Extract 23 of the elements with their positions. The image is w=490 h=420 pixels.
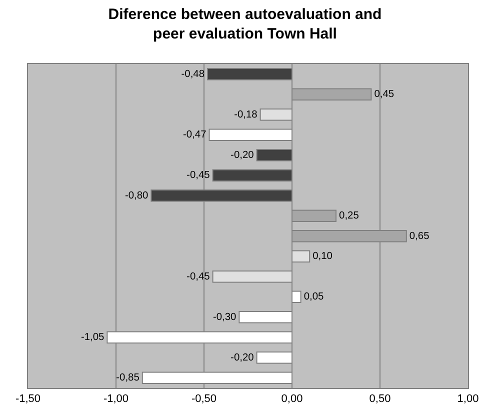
x-tick-label: -1,50 — [15, 393, 41, 406]
data-label: 0,65 — [409, 230, 430, 242]
data-label: -1,05 — [80, 332, 105, 344]
chart-title: Diference between autoevaluation and peer evaluation Town Hall — [108, 6, 382, 42]
x-tick-label: 0,00 — [281, 393, 303, 406]
data-label: -0,20 — [230, 150, 254, 161]
data-label: -0,18 — [234, 109, 258, 120]
x-tick-label: 1,00 — [457, 393, 479, 406]
data-label: 0,10 — [312, 251, 333, 262]
data-label: -0,45 — [186, 271, 210, 282]
data-label: 0,25 — [339, 210, 360, 222]
data-label: -0,80 — [124, 190, 149, 202]
data-label: -0,45 — [186, 170, 210, 182]
data-label: 0,45 — [374, 89, 394, 100]
data-label: -0,85 — [116, 372, 140, 384]
data-label: -0,20 — [230, 352, 254, 364]
data-label: 0,05 — [304, 292, 324, 303]
x-tick-label: -1,00 — [103, 393, 129, 406]
data-label: -0,30 — [212, 312, 237, 323]
data-label: -0,48 — [181, 68, 205, 80]
data-label: -0,47 — [183, 130, 207, 141]
x-tick-label: 0,50 — [369, 393, 391, 406]
x-tick-label: -0,50 — [191, 393, 217, 406]
